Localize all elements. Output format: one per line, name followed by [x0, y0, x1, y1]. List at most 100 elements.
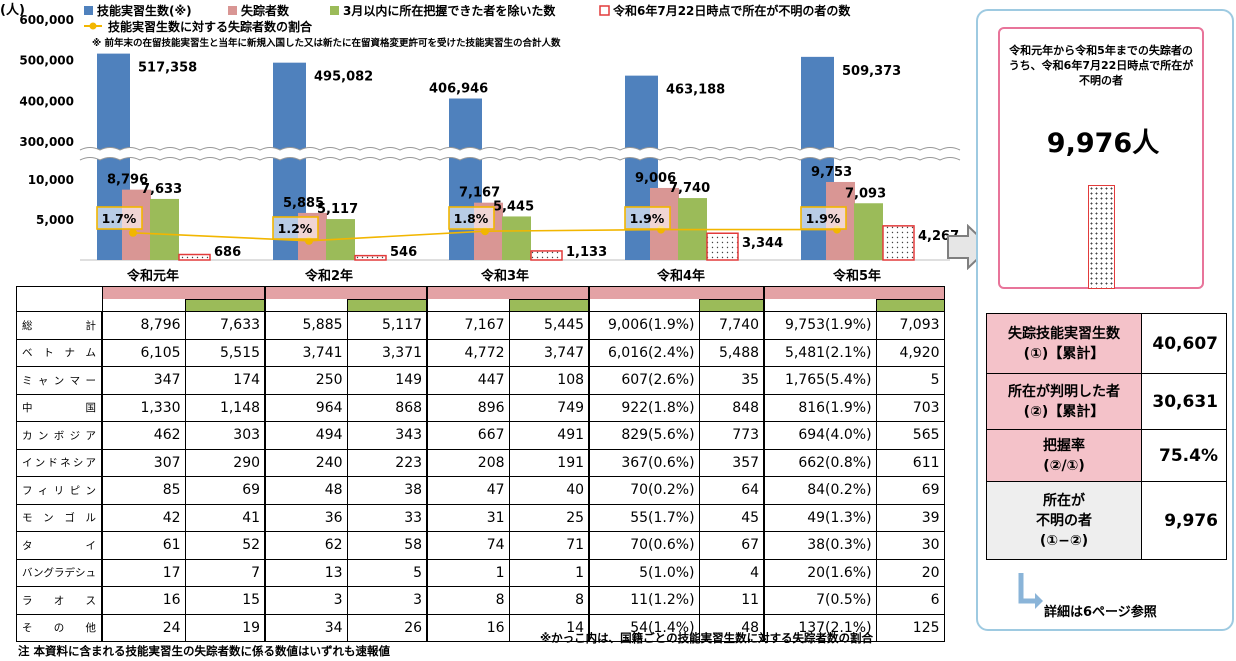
value-cell: 491 — [508, 421, 590, 450]
value-cell: 54(1.4%) — [588, 613, 700, 642]
chart: 600,000 500,000 400,000 300,000 10,000 5,000 (… — [0, 2, 961, 284]
header-green-cell — [346, 299, 428, 312]
axis-break-line — [79, 157, 961, 161]
table-row: ミャンマー 347 174 250 149 447 108 607(2.6%) 35 1,765(… — [16, 366, 945, 395]
value-cell: 3,371 — [346, 338, 428, 367]
rate-marker — [129, 228, 137, 237]
value-cell: 19 — [184, 613, 266, 642]
value-cell: 34 — [264, 613, 348, 642]
y-tick-label: 400,000 — [19, 94, 74, 108]
summary-table: 失踪技能実習生数 (①)【累計】 40,607 所在が判明した者 (②)【累計】… — [986, 313, 1227, 560]
value-cell: 5 — [875, 366, 945, 395]
table-row: バングラデシュ 17 7 13 5 1 1 5(1.0%) 4 20(1.6%) 20 — [16, 558, 945, 587]
value-cell: 9,753(1.9%) — [763, 311, 877, 340]
summary-value: 30,631 — [1141, 373, 1227, 430]
y-tick-label: 500,000 — [19, 54, 74, 68]
country-cell: 総計 — [16, 311, 103, 340]
value-cell: 33 — [346, 503, 428, 532]
value-cell: 7,633 — [184, 311, 266, 340]
summary-row: 所在が 不明の者 (①−②) 9,976 — [986, 481, 1227, 560]
bar-unknown — [178, 253, 211, 261]
summary-panel: 令和元年から令和5年までの失踪者のうち、令和6年7月22日時点で所在が不明の者 … — [976, 9, 1234, 631]
bar-located — [502, 216, 531, 260]
value-cell: 5(1.0%) — [588, 558, 700, 587]
unknown-total-count: 9,976人 — [1046, 128, 1160, 159]
value-cell: 70(0.6%) — [588, 531, 700, 560]
x-category-label: 令和4年 — [657, 268, 705, 284]
value-cell: 749 — [508, 393, 590, 422]
bar-unknown — [530, 250, 563, 261]
bar-located — [150, 198, 179, 260]
header-pink-cell — [264, 286, 428, 300]
header-green-cell — [875, 299, 945, 312]
data-label-trainees: 495,082 — [314, 70, 373, 85]
value-cell: 14 — [508, 613, 590, 642]
country-table: 総計 8,796 7,633 5,885 5,117 7,167 5,445 9,006(1.… — [16, 286, 945, 642]
summary-row: 失踪技能実習生数 (①)【累計】 40,607 — [986, 313, 1227, 374]
value-cell: 4,772 — [426, 338, 510, 367]
value-cell: 48 — [264, 476, 348, 505]
value-cell: 1,148 — [184, 393, 266, 422]
value-cell: 41 — [184, 503, 266, 532]
rate-label: 1.7% — [102, 211, 137, 226]
y-unit-label: (人) — [0, 2, 25, 18]
x-category-label: 令和元年 — [127, 268, 179, 284]
y-tick-label: 5,000 — [36, 213, 74, 227]
table-row: ベトナム 6,105 5,515 3,741 3,371 4,772 3,747 6,016(… — [16, 338, 945, 367]
value-cell: 3,741 — [264, 338, 348, 367]
value-cell: 773 — [698, 421, 765, 450]
value-cell: 922(1.8%) — [588, 393, 700, 422]
header-blank-cell — [101, 299, 186, 312]
detail-arrow-icon — [1018, 573, 1043, 609]
value-cell: 250 — [264, 366, 348, 395]
legend-line-marker — [89, 22, 97, 30]
detail-link[interactable]: 詳細は6ページ参照 — [1044, 605, 1157, 620]
value-cell: 30 — [875, 531, 945, 560]
value-cell: 39 — [875, 503, 945, 532]
y-tick-label: 10,000 — [28, 173, 74, 187]
table-row: 総計 8,796 7,633 5,885 5,117 7,167 5,445 9,006(1.… — [16, 311, 945, 340]
value-cell: 71 — [508, 531, 590, 560]
data-label-missing: 8,796 — [107, 173, 148, 188]
bar-unknown — [354, 254, 387, 261]
unknown-total-caption: 令和元年から令和5年までの失踪者のうち、令和6年7月22日時点で所在が不明の者 — [1008, 44, 1194, 87]
country-cell: バングラデシュ — [16, 558, 103, 587]
country-cell: その他 — [16, 613, 103, 642]
value-cell: 703 — [875, 393, 945, 422]
value-cell: 5,488 — [698, 338, 765, 367]
value-cell: 1,765(5.4%) — [763, 366, 877, 395]
value-cell: 70(0.2%) — [588, 476, 700, 505]
value-cell: 62 — [264, 531, 348, 560]
header-green-cell — [698, 299, 765, 312]
value-cell: 20(1.6%) — [763, 558, 877, 587]
value-cell: 868 — [346, 393, 428, 422]
value-cell: 7,167 — [426, 311, 510, 340]
data-label-located: 5,117 — [317, 202, 358, 217]
country-cell: モンゴル — [16, 503, 103, 532]
country-cell: タイ — [16, 531, 103, 560]
value-cell: 38(0.3%) — [763, 531, 877, 560]
rate-label-box — [272, 216, 319, 240]
value-cell: 40 — [508, 476, 590, 505]
x-category-label: 令和5年 — [833, 268, 881, 284]
value-cell: 137(2.1%) — [763, 613, 877, 642]
value-cell: 667 — [426, 421, 510, 450]
rate-label-box — [448, 206, 495, 230]
data-label-trainees: 517,358 — [138, 61, 197, 76]
summary-label-line: 所在が — [1043, 492, 1085, 509]
value-cell: 7(0.5%) — [763, 586, 877, 615]
summary-value: 9,976 — [1141, 481, 1227, 560]
rate-label-box — [624, 206, 671, 230]
value-cell: 36 — [264, 503, 348, 532]
value-cell: 108 — [508, 366, 590, 395]
header-pink-cell — [426, 286, 590, 300]
value-cell: 24 — [101, 613, 186, 642]
country-cell: ミャンマー — [16, 366, 103, 395]
table-row: タイ 61 52 62 58 74 71 70(0.6%) 67 38(0.3%) 30 — [16, 531, 945, 560]
value-cell: 447 — [426, 366, 510, 395]
data-label-located: 5,445 — [493, 199, 534, 214]
value-cell: 8 — [426, 586, 510, 615]
header-pink-cell — [101, 286, 266, 300]
value-cell: 6,016(2.4%) — [588, 338, 700, 367]
summary-label: 把握率 (②/①) — [986, 429, 1142, 482]
